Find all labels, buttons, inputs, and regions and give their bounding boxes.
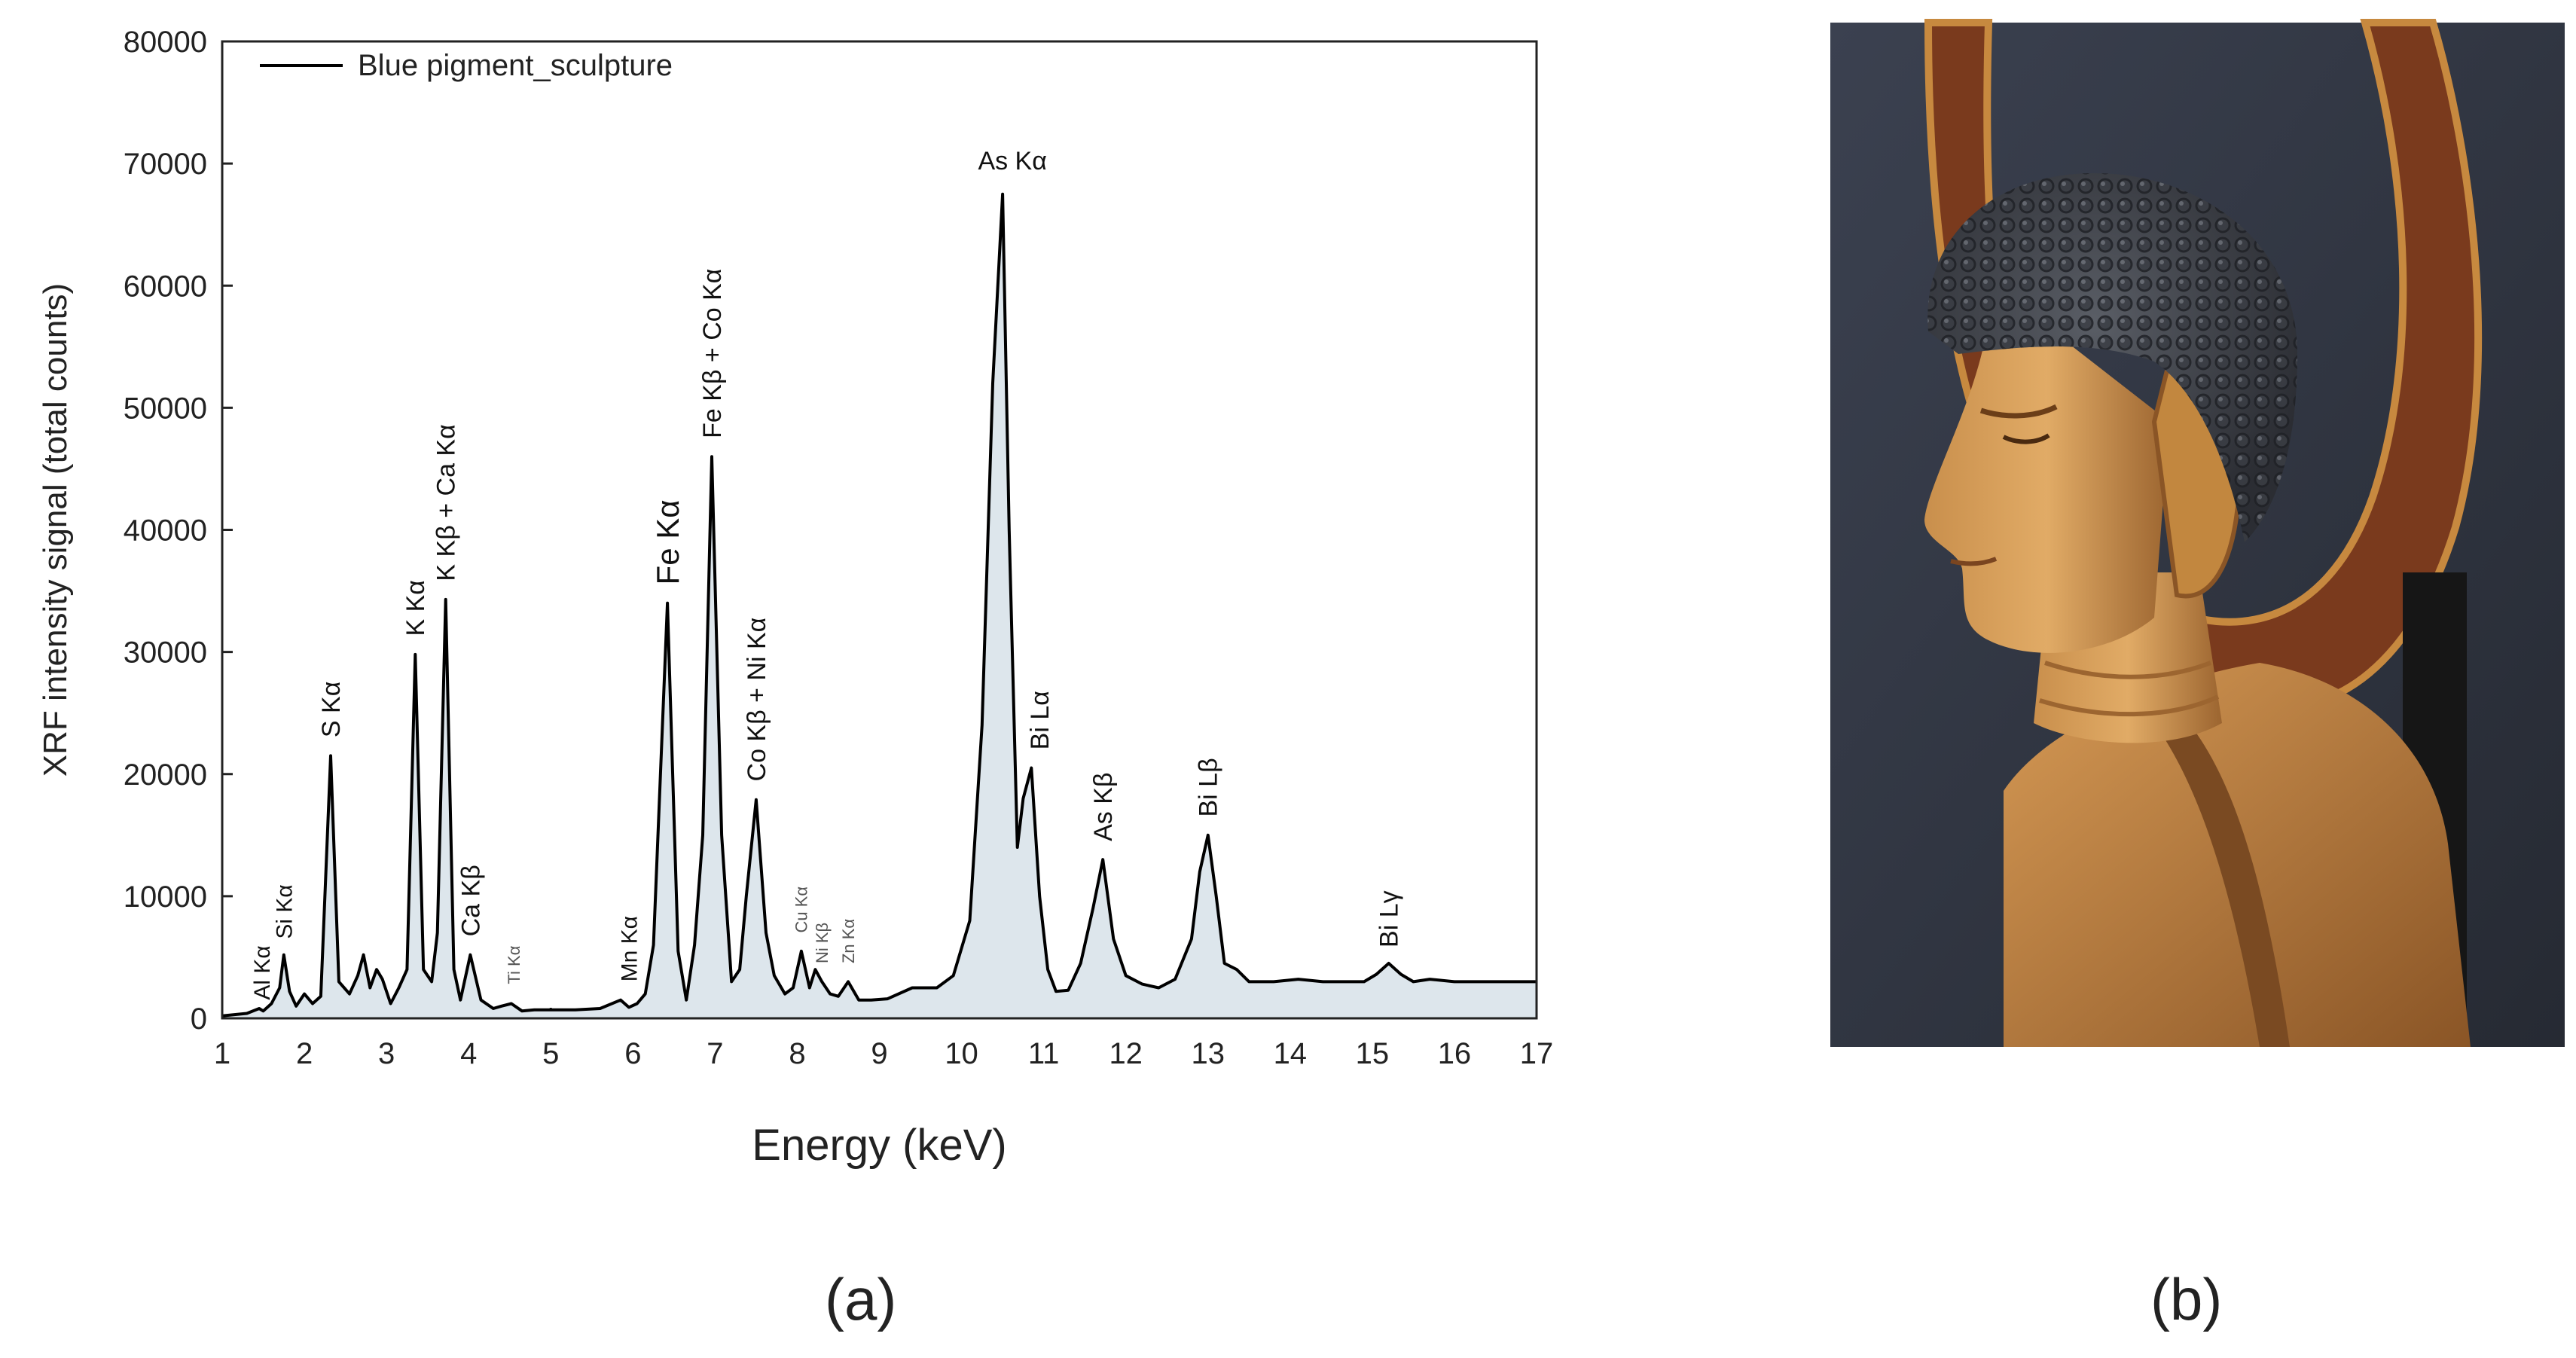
- peak-label: Bi Lγ: [1375, 890, 1404, 948]
- peak-label: Fe Kα: [650, 499, 685, 584]
- x-tick-label: 1: [214, 1037, 230, 1070]
- peak-label: K Kβ + Ca Kα: [432, 424, 461, 581]
- peak-annotations: Al Kα Si Kα S Kα K KαK Kβ + Ca Kα Ca Kβ Ti Kα…: [250, 147, 1404, 999]
- peak-label: Mn Kα: [617, 916, 642, 981]
- x-tick-label: 6: [624, 1037, 641, 1070]
- peak-label: K Kα: [401, 580, 430, 636]
- peak-label: Ca Kβ: [456, 865, 485, 936]
- peak-label: Bi Lα: [1026, 691, 1055, 749]
- y-tick-label: 70000: [124, 148, 207, 181]
- peak-label: Ti Kα: [505, 945, 523, 984]
- x-tick-label: 12: [1109, 1037, 1143, 1070]
- x-tick-label: 8: [789, 1037, 805, 1070]
- peak-label: Bi Lβ: [1195, 758, 1223, 816]
- y-tick-label: 80000: [124, 26, 207, 59]
- y-axis-label: XRF intensity signal (total counts): [37, 283, 74, 777]
- peak-label: Ni Kβ: [813, 923, 832, 963]
- legend: Blue pigment_sculpture: [260, 49, 673, 82]
- panel-label-a: (a): [825, 1266, 897, 1332]
- x-tick-label: 17: [1520, 1037, 1554, 1070]
- peak-label: Al Kα: [250, 945, 275, 999]
- x-tick-label: 11: [1028, 1037, 1060, 1070]
- x-axis-label: Energy (keV): [752, 1121, 1006, 1170]
- peak-label: As Kα: [978, 147, 1046, 175]
- peak-label: Cu Kα: [792, 887, 811, 933]
- series-line-blue-pigment: [221, 192, 1537, 1018]
- x-tick-label: 14: [1274, 1037, 1308, 1070]
- peak-label: Zn Kα: [839, 919, 858, 963]
- peak-label: S Kα: [317, 682, 346, 737]
- plot-frame: [221, 40, 1538, 1020]
- y-tick-label: 40000: [124, 514, 207, 548]
- peak-label: Fe Kβ + Co Kα: [698, 269, 727, 438]
- legend-entry: Blue pigment_sculpture: [358, 49, 673, 82]
- y-tick-label: 0: [191, 1002, 207, 1036]
- x-tick-label: 4: [460, 1037, 477, 1070]
- y-tick-label: 30000: [124, 636, 207, 670]
- x-tick-label: 13: [1192, 1037, 1225, 1070]
- axis-ticks: 1 2 3 4 5 6 7 8 9 10 11 12 13 14 15 16 17010000200003000…: [124, 26, 1553, 1070]
- x-tick-label: 10: [945, 1037, 978, 1070]
- peak-label: Co Kβ + Ni Kα: [743, 618, 771, 782]
- y-tick-label: 10000: [124, 880, 207, 914]
- x-tick-label: 9: [871, 1037, 887, 1070]
- x-tick-label: 2: [296, 1037, 313, 1070]
- x-tick-label: 7: [707, 1037, 723, 1070]
- peak-label: Si Kα: [272, 884, 297, 938]
- x-tick-label: 15: [1356, 1037, 1390, 1070]
- x-tick-label: 16: [1438, 1037, 1472, 1070]
- x-tick-label: 3: [378, 1037, 395, 1070]
- peak-label: As Kβ: [1089, 773, 1118, 841]
- y-tick-label: 50000: [124, 392, 207, 425]
- y-tick-label: 20000: [124, 758, 207, 792]
- xrf-spectrum-chart: 1 2 3 4 5 6 7 8 9 10 11 12 13 14 15 16 17010000200003000…: [37, 26, 1553, 1170]
- panel-label-b: (b): [2150, 1266, 2223, 1332]
- buddha-sculpture-photo: [1830, 19, 2565, 1047]
- x-tick-label: 5: [542, 1037, 559, 1070]
- y-tick-label: 60000: [124, 270, 207, 303]
